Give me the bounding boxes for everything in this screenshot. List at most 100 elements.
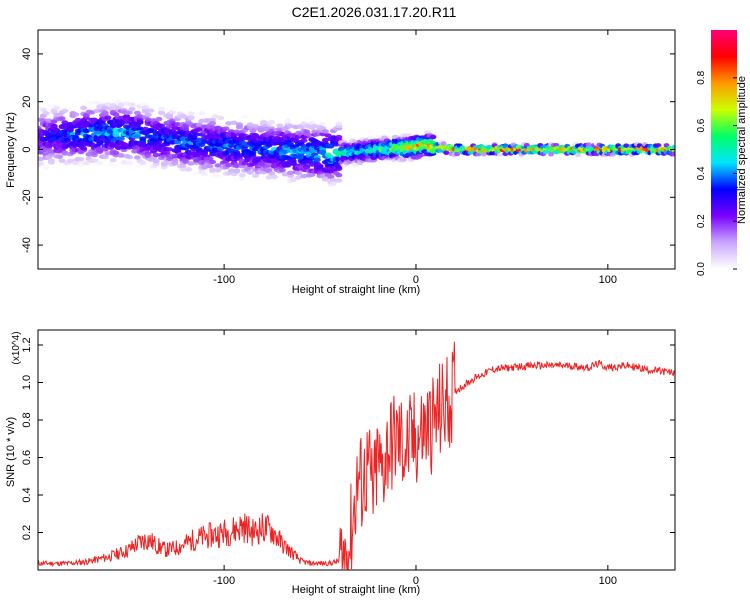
- spectrogram-cell: [257, 180, 265, 186]
- spectrogram-cell: [313, 187, 321, 192]
- spectrogram-cell: [117, 153, 125, 158]
- spectrogram-cell: [483, 141, 490, 146]
- snr-y-tick-label: 0.2: [21, 525, 33, 540]
- spectrogram-cell: [354, 135, 362, 141]
- spectrogram-cell: [655, 143, 662, 148]
- spectrogram-cell: [421, 158, 429, 163]
- spectrogram-cell: [238, 173, 246, 178]
- spectrogram-cell: [222, 126, 230, 131]
- spectrogram-cell: [115, 166, 123, 171]
- spectrogram-x-tick-label: 100: [599, 274, 617, 286]
- spectrogram-cell: [252, 173, 260, 179]
- spectrogram-cell: [329, 181, 337, 186]
- spectrogram-cell: [82, 112, 90, 118]
- spectrogram-cell: [399, 157, 407, 162]
- spectrogram-cell: [58, 116, 66, 121]
- spectrogram-cell: [88, 110, 96, 115]
- spectrogram-cell: [316, 164, 324, 170]
- spectrogram-cell: [195, 122, 203, 127]
- spectrogram-cell: [61, 120, 69, 125]
- spectrogram-cell: [182, 159, 190, 164]
- spectrogram-cell: [321, 138, 329, 143]
- spectrogram-cell: [585, 142, 592, 147]
- spectrogram-cell: [284, 163, 292, 168]
- spectrogram-cell: [319, 150, 327, 155]
- spectrogram-panel: -100 0 100 -40 -20 0 20 40 Height of straight …: [5, 29, 676, 296]
- spectrogram-cell: [166, 113, 174, 119]
- spectrogram-cell: [671, 152, 675, 157]
- spectrogram-cell: [214, 142, 222, 147]
- spectrogram-cell: [227, 168, 235, 173]
- spectrogram-cell: [303, 165, 311, 170]
- spectrogram-cell: [133, 110, 141, 116]
- spectrogram-cell: [281, 149, 289, 154]
- spectrogram-cell: [233, 163, 241, 168]
- spectrogram-cell: [125, 96, 133, 102]
- spectrogram-cell: [268, 119, 276, 125]
- spectrogram-cell: [241, 114, 249, 119]
- spectrogram-cell: [300, 173, 308, 179]
- spectrogram-cell: [166, 104, 174, 109]
- spectrogram-cell: [39, 107, 47, 113]
- spectrogram-cell: [72, 112, 80, 117]
- spectrogram-cell: [217, 115, 225, 121]
- spectrogram-cell: [82, 160, 90, 166]
- spectrogram-cell: [289, 177, 297, 182]
- spectrogram-cell: [136, 119, 144, 125]
- spectrogram-cell: [64, 98, 72, 103]
- spectrogram-cell: [257, 125, 265, 131]
- spectrogram-cell: [158, 106, 166, 112]
- spectrogram-cell: [254, 156, 262, 161]
- spectrogram-cell: [297, 154, 305, 159]
- spectrogram-cell: [214, 138, 222, 144]
- snr-y-ticks: 0.2 0.4 0.6 0.8 1.0 1.2: [21, 337, 675, 540]
- spectrogram-cell: [454, 151, 461, 157]
- spectrogram-cell: [623, 143, 630, 148]
- colorbar-label: Normalized spectral amplitude: [736, 76, 748, 224]
- spectrogram-cell: [265, 175, 273, 180]
- snr-series-line: [38, 341, 675, 570]
- spectrogram-cell: [90, 151, 98, 156]
- spectrogram-cell: [139, 160, 147, 166]
- spectrogram-cell: [497, 152, 504, 158]
- spectrogram-cell: [421, 145, 429, 151]
- spectrogram-cell: [133, 167, 141, 172]
- spectrogram-cell: [174, 121, 182, 127]
- spectrogram-cell: [262, 179, 270, 185]
- spectrogram-cell: [335, 121, 343, 126]
- spectrogram-cell: [206, 164, 214, 169]
- spectrogram-cell: [252, 133, 260, 138]
- spectrogram-cell: [115, 145, 123, 150]
- spectrogram-cell: [187, 173, 195, 179]
- spectrogram-cell: [209, 167, 217, 172]
- spectrogram-cell: [90, 158, 98, 163]
- spectrogram-cell: [47, 152, 55, 157]
- spectrogram-cell: [77, 156, 85, 162]
- snr-x-ticks: -100 0 100: [213, 330, 617, 587]
- spectrogram-cell: [297, 124, 305, 130]
- spectrogram-cell: [295, 175, 303, 180]
- snr-x-tick-label: 0: [413, 575, 419, 587]
- spectrogram-cell: [300, 144, 308, 149]
- spectrogram-cell: [112, 150, 120, 156]
- spectrogram-cell: [53, 128, 61, 133]
- colorbar-tick-label: 0.6: [696, 118, 707, 132]
- spectrogram-cell: [321, 129, 329, 134]
- spectrogram-cell: [171, 131, 179, 136]
- spectrogram-cell: [160, 161, 168, 166]
- spectrogram-cell: [195, 127, 203, 132]
- spectrogram-cell: [278, 167, 286, 173]
- spectrogram-cell: [187, 115, 195, 120]
- snr-y-tick-label: 0.6: [21, 450, 33, 465]
- spectrogram-cell: [179, 167, 187, 172]
- spectrogram-cell: [233, 176, 241, 181]
- spectrogram-cell: [225, 121, 233, 126]
- figure-title: C2E1.2026.031.17.20.R11: [292, 4, 457, 20]
- spectrogram-cell: [303, 129, 311, 134]
- spectrogram-cell: [42, 111, 50, 116]
- snr-y-tick-label: 1.0: [21, 375, 33, 390]
- spectrogram-cell: [230, 120, 238, 126]
- spectrogram-cell: [96, 146, 104, 151]
- spectrogram-y-label: Frequency (Hz): [5, 112, 17, 188]
- spectrogram-cell: [650, 153, 657, 158]
